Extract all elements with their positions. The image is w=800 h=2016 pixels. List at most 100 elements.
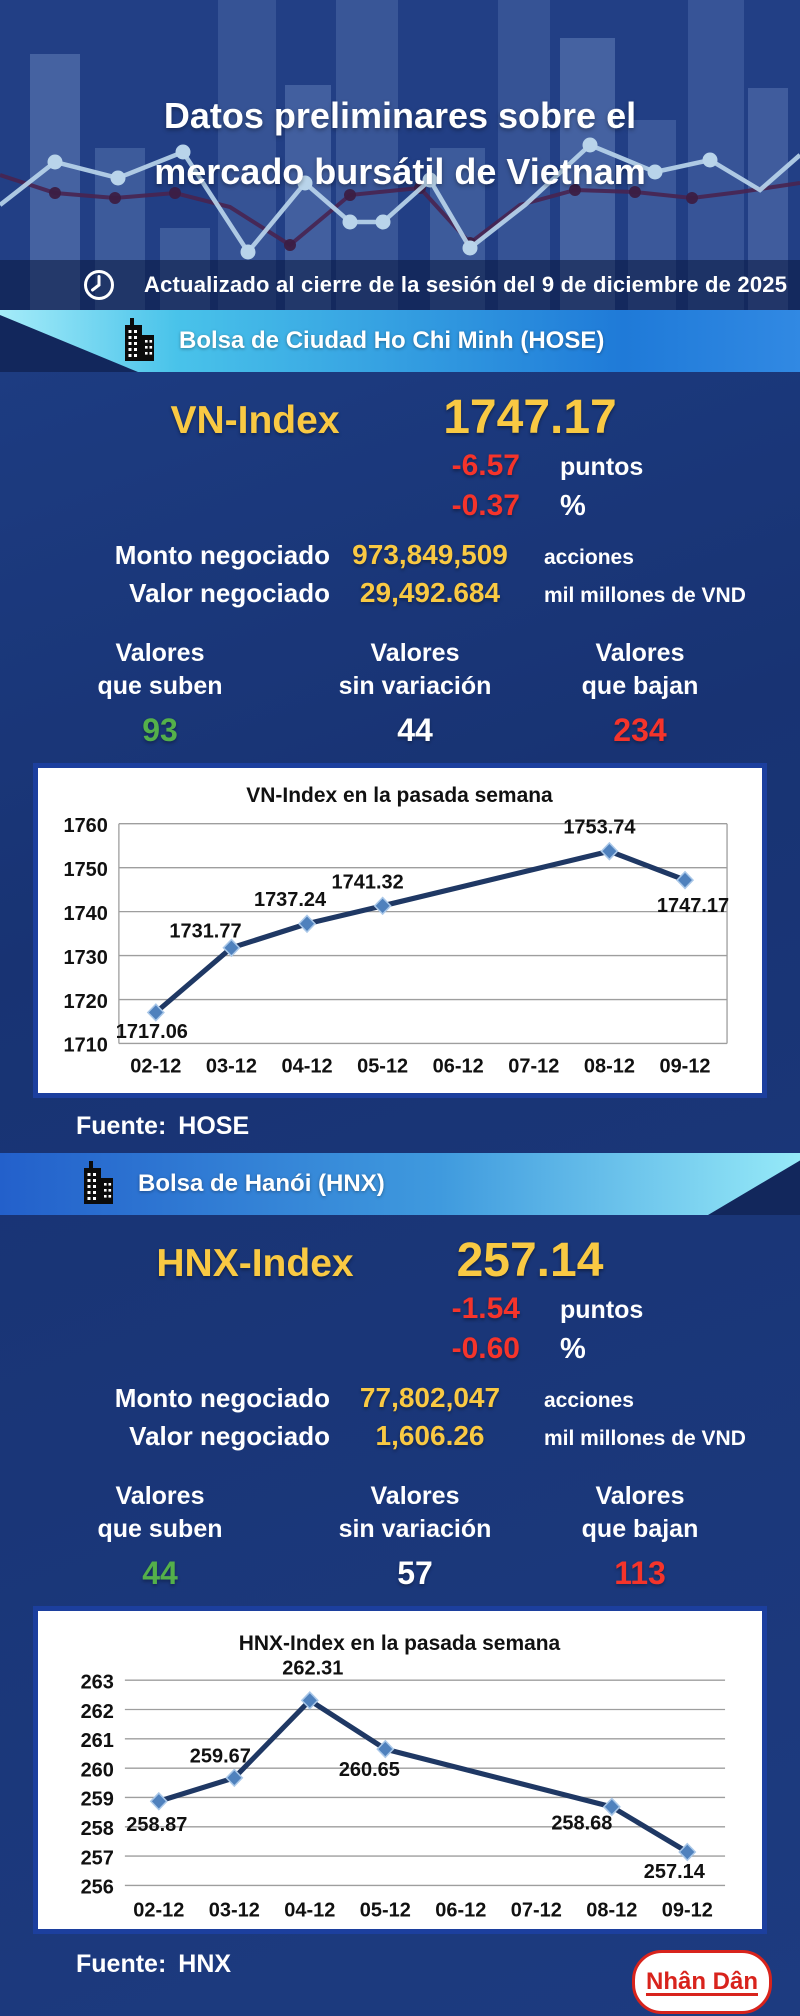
svg-text:1717.06: 1717.06 xyxy=(116,1021,188,1043)
stat-advancers: Valores que suben 44 xyxy=(5,1480,315,1592)
hose-stats: Valores que suben 93 Valores sin variación… xyxy=(0,609,800,755)
hose-value-row: Valor negociado 29,492.684 mil millones … xyxy=(0,577,800,609)
footer: Fuente: HNX Nhân Dân xyxy=(0,1934,800,2014)
value-label: Valor negociado xyxy=(129,1421,330,1451)
hnx-trade-rows: Monto negociado 77,802,047 acciones Valo… xyxy=(0,1382,800,1452)
stat-unchanged: Valores sin variación 44 xyxy=(315,637,515,749)
svg-text:HNX-Index en la pasada semana: HNX-Index en la pasada semana xyxy=(239,1631,561,1655)
hnx-index-label: HNX-Index xyxy=(156,1242,354,1285)
stat-unchanged: Valores sin variación 57 xyxy=(315,1480,515,1592)
hose-band-title: Bolsa de Ciudad Ho Chi Minh (HOSE) xyxy=(179,327,605,354)
svg-text:05-12: 05-12 xyxy=(357,1055,408,1077)
svg-text:260: 260 xyxy=(81,1759,114,1781)
svg-text:1737.24: 1737.24 xyxy=(254,889,327,911)
svg-text:08-12: 08-12 xyxy=(586,1899,637,1921)
advancers-count: 93 xyxy=(142,712,178,748)
hnx-band-title: Bolsa de Hanói (HNX) xyxy=(138,1170,385,1197)
svg-text:256: 256 xyxy=(81,1876,114,1898)
volume-unit: acciones xyxy=(544,1389,634,1412)
stat-advancers: Valores que suben 93 xyxy=(5,637,315,749)
svg-text:262: 262 xyxy=(81,1700,114,1722)
svg-text:259.67: 259.67 xyxy=(190,1745,251,1767)
svg-text:06-12: 06-12 xyxy=(433,1055,484,1077)
svg-text:1740: 1740 xyxy=(63,903,107,925)
nhan-dan-logo: Nhân Dân xyxy=(632,1950,772,2014)
hnx-volume-row: Monto negociado 77,802,047 acciones xyxy=(0,1382,800,1414)
hose-index-block: VN-Index 1747.17 -6.57 puntos -0.37 % xyxy=(0,372,800,525)
vn-index-chart-card: 1710 1720 1730 1740 1750 1760 02-12 03-12 04-12 0… xyxy=(33,763,767,1098)
svg-text:258.87: 258.87 xyxy=(126,1814,187,1836)
svg-text:04-12: 04-12 xyxy=(284,1899,335,1921)
hose-volume-row: Monto negociado 973,849,509 acciones xyxy=(0,539,800,571)
svg-text:1747.17: 1747.17 xyxy=(657,895,729,917)
svg-text:VN-Index en la pasada semana: VN-Index en la pasada semana xyxy=(246,783,553,807)
vn-index-change-percent-unit: % xyxy=(560,490,586,522)
svg-text:07-12: 07-12 xyxy=(508,1055,559,1077)
vn-index-chart: 1710 1720 1730 1740 1750 1760 02-12 03-12 04-12 0… xyxy=(63,783,729,1078)
value-value: 1,606.26 xyxy=(375,1420,485,1451)
decliners-count: 234 xyxy=(613,712,667,748)
svg-text:1760: 1760 xyxy=(63,815,107,837)
hnx-index-block: HNX-Index 257.14 -1.54 puntos -0.60 % xyxy=(0,1215,800,1368)
svg-text:1731.77: 1731.77 xyxy=(169,920,241,942)
hnx-index-change-points: -1.54 xyxy=(451,1292,520,1325)
value-unit: mil millones de VND xyxy=(544,1427,746,1450)
value-label: Valor negociado xyxy=(129,578,330,608)
vn-index-value: 1747.17 xyxy=(443,391,617,444)
svg-text:259: 259 xyxy=(81,1788,114,1810)
svg-text:09-12: 09-12 xyxy=(659,1055,710,1077)
hnx-index-chart: 256 257 258 259 260 261 262 263 02-12 03-12 04-12 0… xyxy=(81,1631,726,1922)
page-title-line1: Datos preliminares sobre el xyxy=(163,95,637,136)
unchanged-count: 57 xyxy=(397,1555,433,1591)
stat-decliners: Valores que bajan 113 xyxy=(515,1480,765,1592)
svg-text:257.14: 257.14 xyxy=(644,1861,706,1883)
vn-index-change-points: -6.57 xyxy=(451,449,520,482)
volume-unit: acciones xyxy=(544,546,634,569)
hnx-index-chart-card: 256 257 258 259 260 261 262 263 02-12 03-12 04-12 0… xyxy=(33,1606,767,1934)
svg-text:1741.32: 1741.32 xyxy=(332,871,404,893)
svg-text:08-12: 08-12 xyxy=(584,1055,635,1077)
updated-strip: Actualizado al cierre de la sesión del 9… xyxy=(0,260,800,310)
hnx-source: Fuente: HNX xyxy=(76,1950,232,1978)
svg-text:260.65: 260.65 xyxy=(339,1759,400,1781)
svg-text:09-12: 09-12 xyxy=(662,1899,713,1921)
volume-label: Monto negociado xyxy=(114,1383,330,1413)
svg-text:02-12: 02-12 xyxy=(130,1055,181,1077)
volume-label: Monto negociado xyxy=(114,540,330,570)
vn-index-change-points-unit: puntos xyxy=(560,453,644,481)
vn-index-label: VN-Index xyxy=(170,399,340,442)
svg-text:1710: 1710 xyxy=(63,1034,107,1056)
svg-text:05-12: 05-12 xyxy=(360,1899,411,1921)
hose-section-band: Bolsa de Ciudad Ho Chi Minh (HOSE) xyxy=(0,310,800,372)
svg-text:257: 257 xyxy=(81,1847,114,1869)
svg-text:262.31: 262.31 xyxy=(282,1657,343,1679)
hnx-index-change-percent-unit: % xyxy=(560,1333,586,1365)
value-value: 29,492.684 xyxy=(359,577,501,608)
hose-trade-rows: Monto negociado 973,849,509 acciones Val… xyxy=(0,539,800,609)
stat-decliners: Valores que bajan 234 xyxy=(515,637,765,749)
hnx-index-value: 257.14 xyxy=(456,1234,604,1287)
svg-text:06-12: 06-12 xyxy=(435,1899,486,1921)
hnx-stats: Valores que suben 44 Valores sin variación… xyxy=(0,1452,800,1598)
volume-value: 973,849,509 xyxy=(352,539,508,570)
header: Datos preliminares sobre el mercado burs… xyxy=(0,0,800,310)
svg-text:1720: 1720 xyxy=(63,991,107,1013)
band-wedge xyxy=(708,1160,800,1215)
page-title-line2: mercado bursátil de Vietnam xyxy=(154,150,646,192)
svg-text:1753.74: 1753.74 xyxy=(563,816,636,838)
value-unit: mil millones de VND xyxy=(544,584,746,607)
svg-text:03-12: 03-12 xyxy=(209,1899,260,1921)
updated-text: Actualizado al cierre de la sesión del 9… xyxy=(144,272,788,297)
svg-text:261: 261 xyxy=(81,1730,114,1752)
volume-value: 77,802,047 xyxy=(359,1382,501,1413)
hose-source: Fuente: HOSE xyxy=(76,1112,250,1140)
vn-index-change-percent: -0.37 xyxy=(451,489,520,522)
hnx-index-change-points-unit: puntos xyxy=(560,1296,644,1324)
unchanged-count: 44 xyxy=(397,712,433,748)
advancers-count: 44 xyxy=(142,1555,178,1591)
svg-text:03-12: 03-12 xyxy=(206,1055,257,1077)
building-icon xyxy=(121,317,159,366)
svg-text:258.68: 258.68 xyxy=(551,1812,612,1834)
svg-text:258: 258 xyxy=(81,1818,114,1840)
hnx-section-band: Bolsa de Hanói (HNX) xyxy=(0,1153,800,1215)
